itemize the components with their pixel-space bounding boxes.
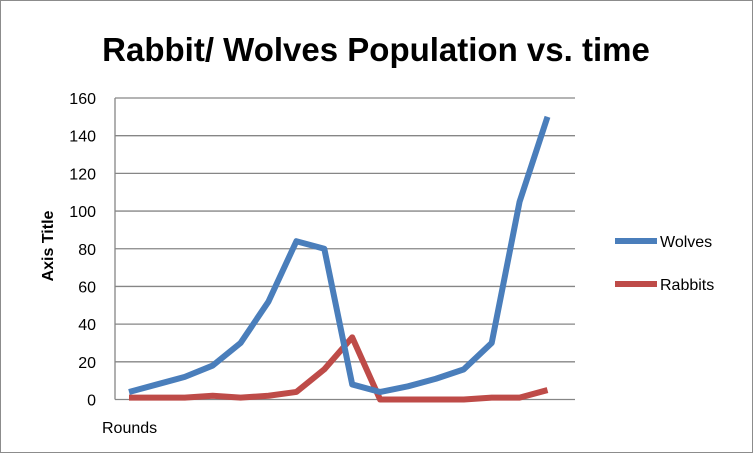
legend-label-wolves: Wolves [660, 234, 712, 251]
chart-title: Rabbit/ Wolves Population vs. time [102, 31, 650, 68]
y-tick-label: 120 [69, 166, 96, 183]
y-axis-title: Axis Title [40, 210, 57, 281]
legend-label-rabbits: Rabbits [660, 277, 714, 294]
y-tick-label: 0 [87, 393, 96, 410]
y-tick-label: 20 [78, 355, 96, 372]
y-tick-label: 80 [78, 242, 96, 259]
y-tick-label: 140 [69, 129, 96, 146]
series-line-wolves [128, 115, 551, 395]
series-line-rabbits [129, 334, 549, 403]
y-tick-label: 160 [69, 91, 96, 108]
x-axis-title: Rounds [102, 420, 157, 437]
y-tick-label: 40 [78, 317, 96, 334]
y-tick-label: 100 [69, 204, 96, 221]
y-tick-label: 60 [78, 279, 96, 296]
